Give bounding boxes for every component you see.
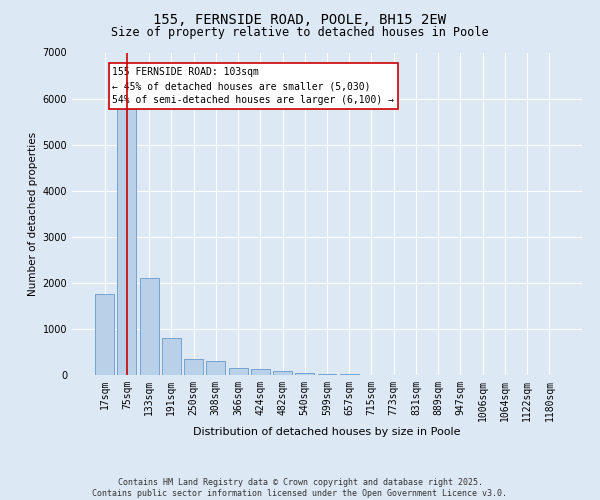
Text: 155 FERNSIDE ROAD: 103sqm
← 45% of detached houses are smaller (5,030)
54% of se: 155 FERNSIDE ROAD: 103sqm ← 45% of detac… [112,67,394,105]
Bar [273,372,292,375]
X-axis label: Distribution of detached houses by size in Poole: Distribution of detached houses by size … [193,426,461,436]
Bar [140,278,158,375]
Bar [229,368,248,375]
Bar [206,361,225,375]
Bar [118,101,136,375]
Text: 155, FERNSIDE ROAD, POOLE, BH15 2EW: 155, FERNSIDE ROAD, POOLE, BH15 2EW [154,12,446,26]
Bar [295,372,314,375]
Text: Contains HM Land Registry data © Crown copyright and database right 2025.
Contai: Contains HM Land Registry data © Crown c… [92,478,508,498]
Bar [95,294,114,375]
Bar [251,370,270,375]
Bar [340,374,359,375]
Text: Size of property relative to detached houses in Poole: Size of property relative to detached ho… [111,26,489,39]
Bar [184,359,203,375]
Bar [162,338,181,375]
Bar [317,374,337,375]
Y-axis label: Number of detached properties: Number of detached properties [28,132,38,296]
